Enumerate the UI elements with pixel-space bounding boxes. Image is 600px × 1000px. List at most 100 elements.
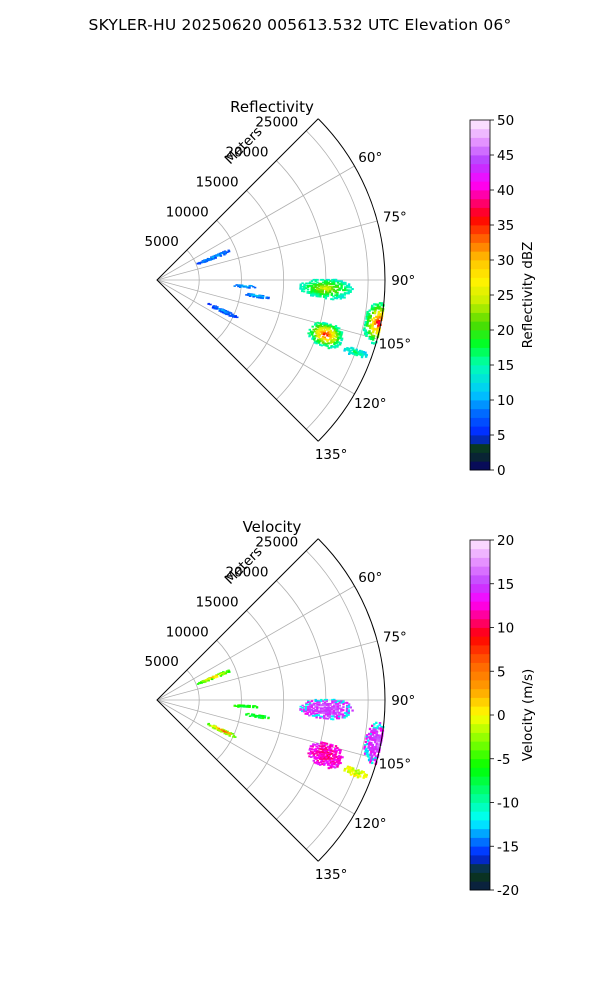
echo-cell — [334, 294, 337, 297]
echo-cell — [351, 288, 354, 291]
echo-cell — [306, 286, 310, 288]
echo-cell — [325, 704, 328, 707]
echo-cell — [311, 751, 315, 754]
echo-cell — [318, 282, 321, 285]
echo-cell — [303, 708, 306, 711]
echo-cell — [347, 712, 350, 715]
echo-cell — [320, 282, 323, 285]
colorbar-band — [470, 671, 490, 681]
echo-cell — [322, 748, 325, 751]
echo-cell — [334, 712, 337, 715]
echo-cell — [347, 283, 351, 286]
echo-cell — [374, 319, 377, 322]
echo-cell — [246, 286, 249, 289]
echo-cell — [310, 706, 313, 709]
echo-cell — [367, 746, 370, 749]
echo-cell — [207, 679, 210, 682]
echo-cell — [375, 315, 378, 318]
echo-cell — [330, 294, 333, 296]
echo-cell — [323, 710, 326, 713]
echo-cell — [248, 287, 251, 289]
echo-cell — [259, 717, 263, 719]
echo-cell — [345, 710, 349, 713]
echo-cell — [343, 347, 347, 351]
echo-cell — [330, 332, 334, 335]
echo-cell — [340, 334, 343, 337]
echo-cell — [371, 743, 374, 747]
echo-cell — [331, 761, 335, 764]
echo-cell — [242, 286, 246, 288]
echo-cell — [378, 307, 381, 310]
echo-cell — [258, 295, 261, 297]
echo-cell — [314, 748, 318, 750]
echo-cell — [377, 745, 380, 748]
echo-cell — [252, 706, 255, 709]
echo-cell — [337, 756, 340, 759]
echo-cell — [355, 348, 358, 351]
colorbar-tick-label: -20 — [497, 883, 519, 899]
echo-cell — [202, 681, 205, 684]
echo-cell — [343, 289, 347, 292]
echo-cell — [370, 337, 373, 341]
echo-cell — [339, 337, 342, 340]
echo-cell — [202, 261, 205, 264]
echo-cell — [327, 288, 330, 291]
echo-cell — [338, 752, 341, 755]
echo-cell — [334, 326, 337, 329]
echo-cell — [323, 281, 327, 284]
echo-cell — [332, 753, 335, 756]
echo-cell — [325, 322, 329, 325]
echo-cell — [314, 743, 317, 746]
echo-cell — [331, 705, 334, 708]
echo-cell — [357, 769, 360, 772]
echo-cell — [346, 767, 349, 770]
echo-cell — [308, 708, 311, 711]
colorbar-tick-label: -5 — [497, 752, 510, 768]
echo-cell — [301, 285, 304, 288]
echo-cell — [331, 331, 334, 334]
echo-cell — [248, 705, 251, 708]
echo-cell — [323, 704, 327, 707]
echo-cell — [369, 746, 372, 750]
echo-cell — [320, 338, 324, 341]
colorbar-band — [470, 828, 490, 838]
echo-cell — [327, 287, 330, 289]
echo-cell — [347, 704, 351, 707]
echo-cell — [216, 676, 219, 678]
echo-cell — [313, 713, 317, 716]
echo-cell — [370, 750, 373, 753]
colorbar-band — [470, 356, 490, 366]
echo-cell — [223, 312, 226, 315]
echo-cell — [327, 712, 330, 715]
echo-cell — [369, 736, 372, 739]
echo-cell — [315, 712, 319, 715]
echo-cell — [314, 278, 317, 281]
echo-cell — [316, 339, 319, 342]
echo-cell — [337, 716, 341, 718]
echo-cell — [321, 291, 324, 294]
echo-cell — [317, 326, 320, 328]
echo-cell — [325, 278, 328, 281]
echo-cell — [349, 286, 352, 289]
echo-cell — [342, 701, 345, 704]
echo-cell — [355, 350, 358, 353]
echo-cell — [338, 701, 341, 704]
echo-cell — [261, 717, 264, 720]
colorbar-band — [470, 601, 490, 611]
echo-cell — [232, 736, 235, 738]
echo-cell — [322, 333, 326, 336]
echo-cell — [322, 760, 325, 763]
echo-cell — [343, 769, 346, 772]
colorbar-tick-label: 15 — [497, 358, 514, 374]
echo-cell — [211, 727, 215, 729]
colorbar-band — [470, 688, 490, 698]
echo-cell — [329, 288, 332, 291]
echo-cell — [336, 344, 340, 347]
echo-cell — [364, 749, 368, 752]
echo-cell — [326, 334, 329, 337]
echo-cell — [325, 750, 329, 752]
echo-cell — [329, 283, 332, 285]
echo-cell — [321, 286, 325, 289]
echo-cell — [370, 749, 373, 752]
echo-cell — [216, 306, 219, 309]
